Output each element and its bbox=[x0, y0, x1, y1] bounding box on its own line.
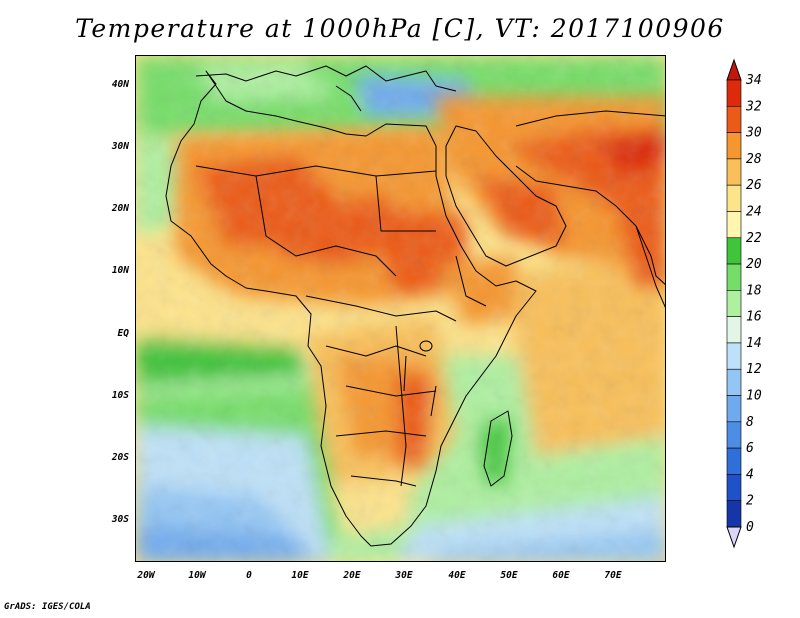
colorbar-label: 34 bbox=[745, 73, 762, 88]
map-title: Temperature at 1000hPa [C], VT: 20171009… bbox=[75, 14, 725, 43]
lon-tick-label: 20E bbox=[343, 570, 361, 581]
colorbar-label: 6 bbox=[746, 441, 754, 456]
colorbar-swatch bbox=[726, 132, 742, 160]
lat-tick-label: 40N bbox=[111, 79, 129, 90]
colorbar-label: 16 bbox=[746, 310, 762, 325]
colorbar-swatch bbox=[726, 158, 742, 186]
colorbar-label: 28 bbox=[746, 152, 762, 167]
lat-tick-label: 20N bbox=[111, 203, 129, 214]
colorbar-swatch bbox=[726, 421, 742, 449]
colorbar-under-arrow bbox=[726, 526, 742, 549]
colorbar-swatch bbox=[726, 447, 742, 475]
colorbar-over-arrow bbox=[726, 58, 742, 81]
lat-tick-label: EQ bbox=[117, 328, 129, 339]
colorbar-label: 18 bbox=[746, 283, 762, 298]
colorbar-label: 26 bbox=[746, 178, 762, 193]
colorbar-swatch bbox=[726, 263, 742, 291]
temperature-map bbox=[135, 55, 666, 562]
coastlines bbox=[165, 65, 665, 547]
temperature-field bbox=[136, 56, 665, 561]
lon-tick-label: 70E bbox=[604, 570, 622, 581]
lon-tick-label: 50E bbox=[500, 570, 518, 581]
lon-tick-label: 30E bbox=[395, 570, 413, 581]
lon-tick-label: 10E bbox=[291, 570, 309, 581]
colorbar-swatch bbox=[726, 368, 742, 396]
colorbar-label: 30 bbox=[745, 126, 762, 141]
colorbar-label: 20 bbox=[746, 257, 762, 272]
colorbar-label: 24 bbox=[746, 204, 762, 219]
lat-tick-label: 30S bbox=[111, 514, 129, 525]
colorbar-swatch bbox=[726, 290, 742, 317]
colorbar-swatch bbox=[726, 474, 742, 502]
lat-tick-label: 10S bbox=[111, 390, 129, 401]
colorbar-swatch bbox=[726, 237, 742, 265]
colorbar-label: 4 bbox=[746, 467, 754, 482]
lat-tick-label: 30N bbox=[111, 141, 129, 152]
lon-tick-label: 10W bbox=[188, 570, 206, 581]
lon-tick-label: 20W bbox=[137, 570, 155, 581]
colorbar-label: 2 bbox=[746, 494, 754, 509]
colorbar-swatch bbox=[726, 105, 742, 133]
colorbar-swatch bbox=[726, 79, 742, 107]
lon-tick-label: 40E bbox=[448, 570, 466, 581]
colorbar-swatch bbox=[726, 500, 742, 528]
lat-tick-label: 10N bbox=[111, 265, 129, 276]
lon-tick-label: 60E bbox=[552, 570, 570, 581]
colorbar-label: 22 bbox=[746, 231, 762, 246]
colorbar-label: 32 bbox=[745, 99, 762, 114]
colorbar-swatch bbox=[726, 184, 742, 212]
colorbar-label: 8 bbox=[746, 415, 754, 430]
colorbar-label: 0 bbox=[746, 520, 754, 535]
colorbar-label: 14 bbox=[746, 336, 762, 351]
colorbar-swatch bbox=[726, 316, 742, 344]
colorbar-swatch bbox=[726, 211, 742, 239]
credit-text: GrADS: IGES/COLA bbox=[4, 602, 91, 612]
colorbar-label: 12 bbox=[746, 362, 762, 377]
lon-tick-label: 0 bbox=[246, 570, 252, 581]
lat-tick-label: 20S bbox=[111, 452, 129, 463]
colorbar-label: 10 bbox=[746, 389, 762, 404]
colorbar-swatch bbox=[726, 342, 742, 370]
colorbar-swatch bbox=[726, 395, 742, 423]
